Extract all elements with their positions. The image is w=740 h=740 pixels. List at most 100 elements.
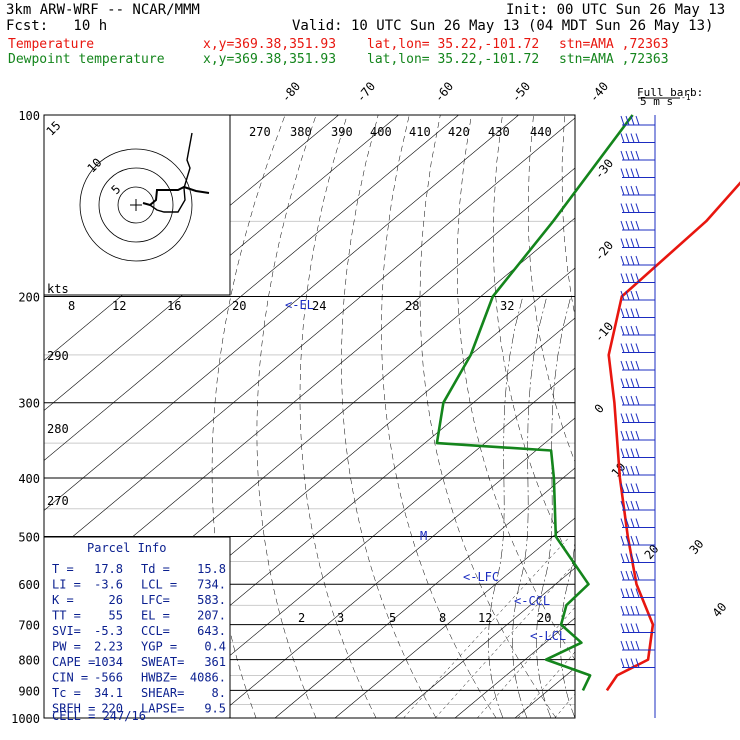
isotherm--20 — [334, 517, 575, 718]
wind-barb-flag-7-0 — [620, 238, 625, 248]
wind-barb-flag-1-1 — [625, 133, 630, 143]
wind-barb-flag-18-3 — [635, 430, 640, 441]
wind-barb-flag-15-3 — [635, 378, 640, 388]
dry-adiabat-330 — [561, 115, 575, 318]
wind-barb-flag-31-1 — [625, 658, 630, 668]
wind-barb-flag-0-3 — [635, 115, 640, 126]
mixing-ratio-label-3: 3 — [337, 611, 344, 625]
isotherm--50 — [154, 367, 575, 718]
pressure-label-100: 100 — [18, 109, 40, 123]
wind-barb-flag-17-2 — [630, 413, 635, 423]
wind-barb-flag-12-1 — [625, 325, 630, 336]
isotherm-label--40: -40 — [587, 79, 612, 105]
isotherm--10 — [394, 567, 575, 718]
hodograph-ring-5 — [117, 186, 155, 224]
temperature-xy: x,y=369.38,351.93 — [203, 37, 337, 52]
wind-barb-flag-0-1 — [625, 115, 630, 126]
wind-barb-flag-19-0 — [620, 448, 625, 458]
hodograph-ring-10 — [98, 167, 174, 243]
isotherm-label--30: -30 — [592, 156, 617, 182]
wind-barb-flag-12-2 — [630, 325, 635, 336]
wind-barb-flag-20-1 — [625, 465, 630, 476]
dry-adiabat-250 — [256, 115, 317, 718]
wind-barb-flag-29-0 — [620, 623, 625, 633]
parcel-value2-3: 207. — [197, 609, 226, 623]
mixing-ratio-label-12: 12 — [478, 611, 492, 625]
wind-barbs — [620, 115, 656, 718]
isotherm-40 — [695, 115, 740, 718]
moist-adiabat-label-8: 8 — [68, 299, 75, 313]
temperature-station: stn=AMA ,72363 — [559, 37, 669, 52]
dry-adiabat-300 — [456, 115, 575, 661]
isotherm-30 — [635, 115, 740, 718]
theta-label-0: 270 — [249, 125, 271, 139]
parcel-value2-1: 734. — [197, 578, 226, 592]
wind-barb-flag-17-0 — [620, 413, 625, 423]
isotherm--110 — [44, 115, 519, 511]
wind-barb-flag-23-2 — [630, 518, 635, 528]
parcel-cell: CELL = 247/16 — [52, 709, 146, 723]
wind-barb-flag-27-1 — [625, 588, 630, 598]
parcel-label2-8: SHEAR= — [141, 686, 184, 700]
mixing-ratio-5 — [477, 606, 575, 718]
wind-barb-flag-31-2 — [630, 658, 635, 668]
dry-adiabat-360 — [658, 115, 740, 718]
wind-barb-flag-14-1 — [625, 360, 630, 371]
parcel-label-3: TT = — [52, 609, 81, 623]
wind-barb-flag-2-1 — [625, 150, 630, 161]
wind-barb-flag-14-3 — [635, 360, 640, 371]
parcel-value2-9: 9.5 — [204, 702, 226, 716]
wind-barb-flag-26-0 — [620, 570, 625, 581]
wind-barb-flag-26-1 — [625, 570, 630, 581]
wind-barb-flag-25-1 — [625, 553, 630, 563]
wind-barb-flag-6-3 — [635, 220, 640, 231]
pressure-label-1000: 1000 — [11, 712, 40, 726]
pressure-label-500: 500 — [18, 530, 40, 544]
hodograph-trace-low — [142, 185, 210, 207]
theta-label-7: 440 — [530, 125, 552, 139]
pressure-label-300: 300 — [18, 397, 40, 411]
dry-adiabat-260 — [299, 115, 377, 718]
isotherm-label--20: -20 — [592, 238, 617, 264]
wind-barb-flag-2-2 — [630, 150, 635, 161]
parcel-label-1: LI = — [52, 578, 81, 592]
theta-label-10: 270 — [47, 494, 69, 508]
parcel-value2-6: 361 — [204, 655, 226, 669]
wind-barb-flag-8-2 — [630, 255, 635, 266]
wind-barb-flag-29-2 — [630, 623, 635, 633]
wind-barb-flag-13-2 — [630, 343, 635, 353]
wind-barb-flag-28-2 — [630, 605, 635, 616]
theta-label-3: 400 — [370, 125, 392, 139]
dry-adiabat-270 — [341, 115, 437, 718]
isotherm-0 — [454, 617, 575, 718]
wind-barb-flag-25-0 — [620, 553, 625, 563]
parcel-info-box — [43, 536, 231, 719]
isotherm-label-30: 30 — [687, 537, 707, 557]
wind-barb-flag-21-3 — [635, 483, 640, 493]
dry-adiabat-380 — [720, 115, 740, 718]
wind-barb-flag-25-2 — [630, 553, 635, 563]
wind-barb-flag-18-0 — [620, 430, 625, 441]
parcel-value-4: -5.3 — [94, 624, 123, 638]
mixing-ratio-8 — [517, 651, 575, 718]
parcel-label-9: SREH = — [52, 702, 95, 716]
wind-barb-flag-4-3 — [635, 185, 640, 196]
dry-adiabat-310 — [493, 115, 575, 569]
parcel-value-5: 2.23 — [94, 640, 123, 654]
theta-label-8: 290 — [47, 349, 69, 363]
isotherm--30 — [274, 467, 575, 718]
mixing-ratio-2 — [403, 536, 571, 718]
wind-barb-flag-30-3 — [635, 640, 640, 651]
wind-barb-flag-30-0 — [620, 640, 625, 651]
parcel-value2-0: 15.8 — [197, 562, 226, 576]
wind-barb-flag-28-0 — [620, 605, 625, 616]
wind-barb-flag-29-1 — [625, 623, 630, 633]
parcel-label2-0: Td = — [141, 562, 170, 576]
wind-barb-flag-8-1 — [625, 255, 630, 266]
theta-label-5: 420 — [448, 125, 470, 139]
wind-barb-flag-26-3 — [635, 570, 640, 581]
wind-barb-flag-20-3 — [635, 465, 640, 476]
wind-barb-flag-16-3 — [635, 395, 640, 406]
wind-barb-flag-5-0 — [620, 203, 625, 213]
